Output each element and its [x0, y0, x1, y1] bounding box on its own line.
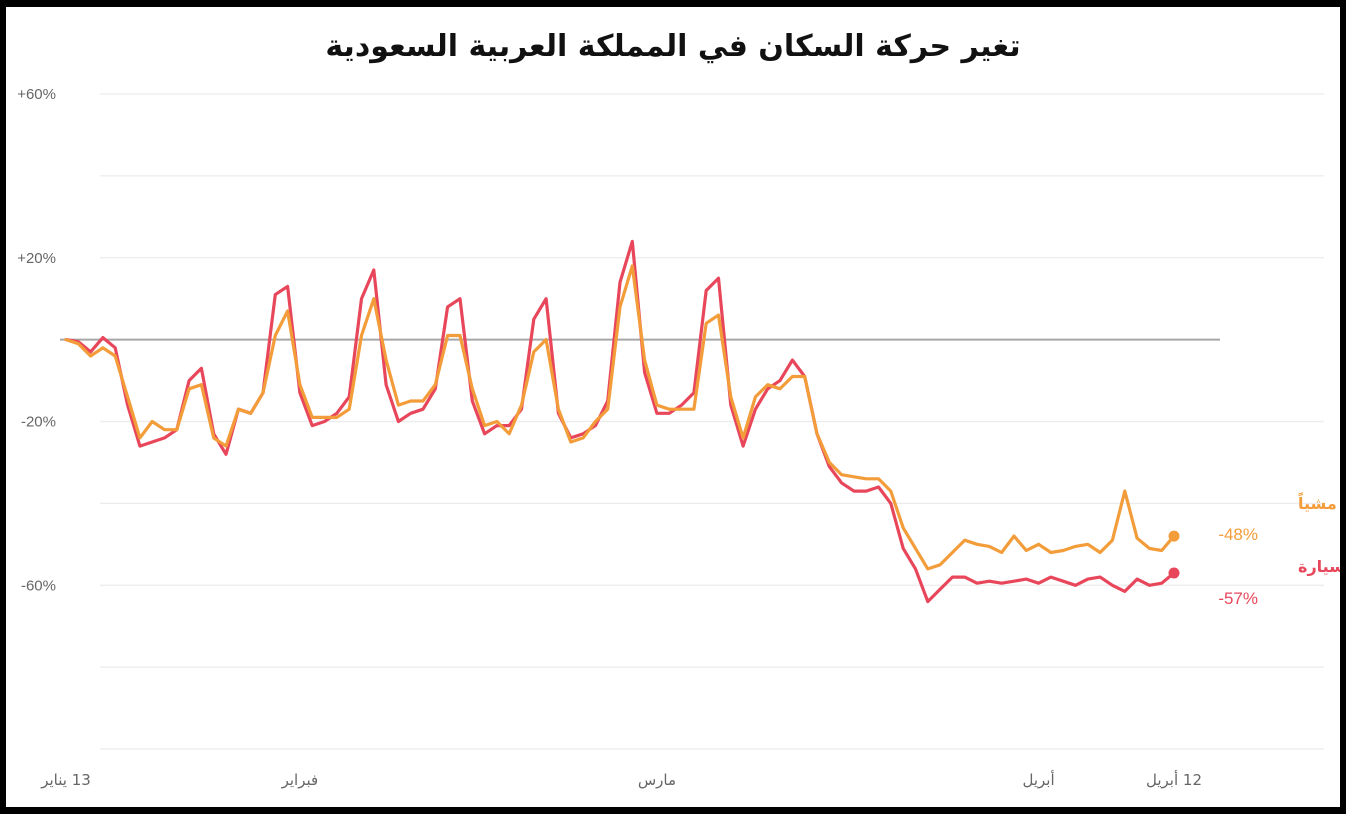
series-value-label: -48% — [1218, 525, 1258, 544]
x-tick-label: 12 أبريل — [1146, 770, 1202, 789]
x-tick-label: 13 يناير — [40, 771, 91, 789]
y-tick-label: -20% — [21, 414, 56, 431]
y-tick-label: -60% — [21, 577, 56, 594]
series-value-label: -57% — [1218, 589, 1258, 608]
y-tick-label: +60% — [17, 86, 56, 103]
series-end-dot — [1168, 530, 1180, 542]
x-tick-label: مارس — [638, 771, 676, 789]
x-tick-label: فبراير — [281, 771, 319, 789]
series-line — [64, 264, 1176, 571]
series-name-label: التنقل بالسيارة — [1298, 557, 1340, 576]
series-end-dot — [1168, 567, 1180, 579]
series-name-label: التنقل مشياً — [1298, 491, 1340, 513]
chart-frame: تغير حركة السكان في المملكة العربية السع… — [6, 7, 1340, 807]
chart-title: تغير حركة السكان في المملكة العربية السع… — [325, 29, 1021, 64]
x-tick-label: أبريل — [1022, 770, 1054, 789]
line-chart: +60%+20%-20%-60%خط المقارنة13 ينايرفبراي… — [17, 86, 1340, 789]
y-tick-label: +20% — [17, 250, 56, 267]
